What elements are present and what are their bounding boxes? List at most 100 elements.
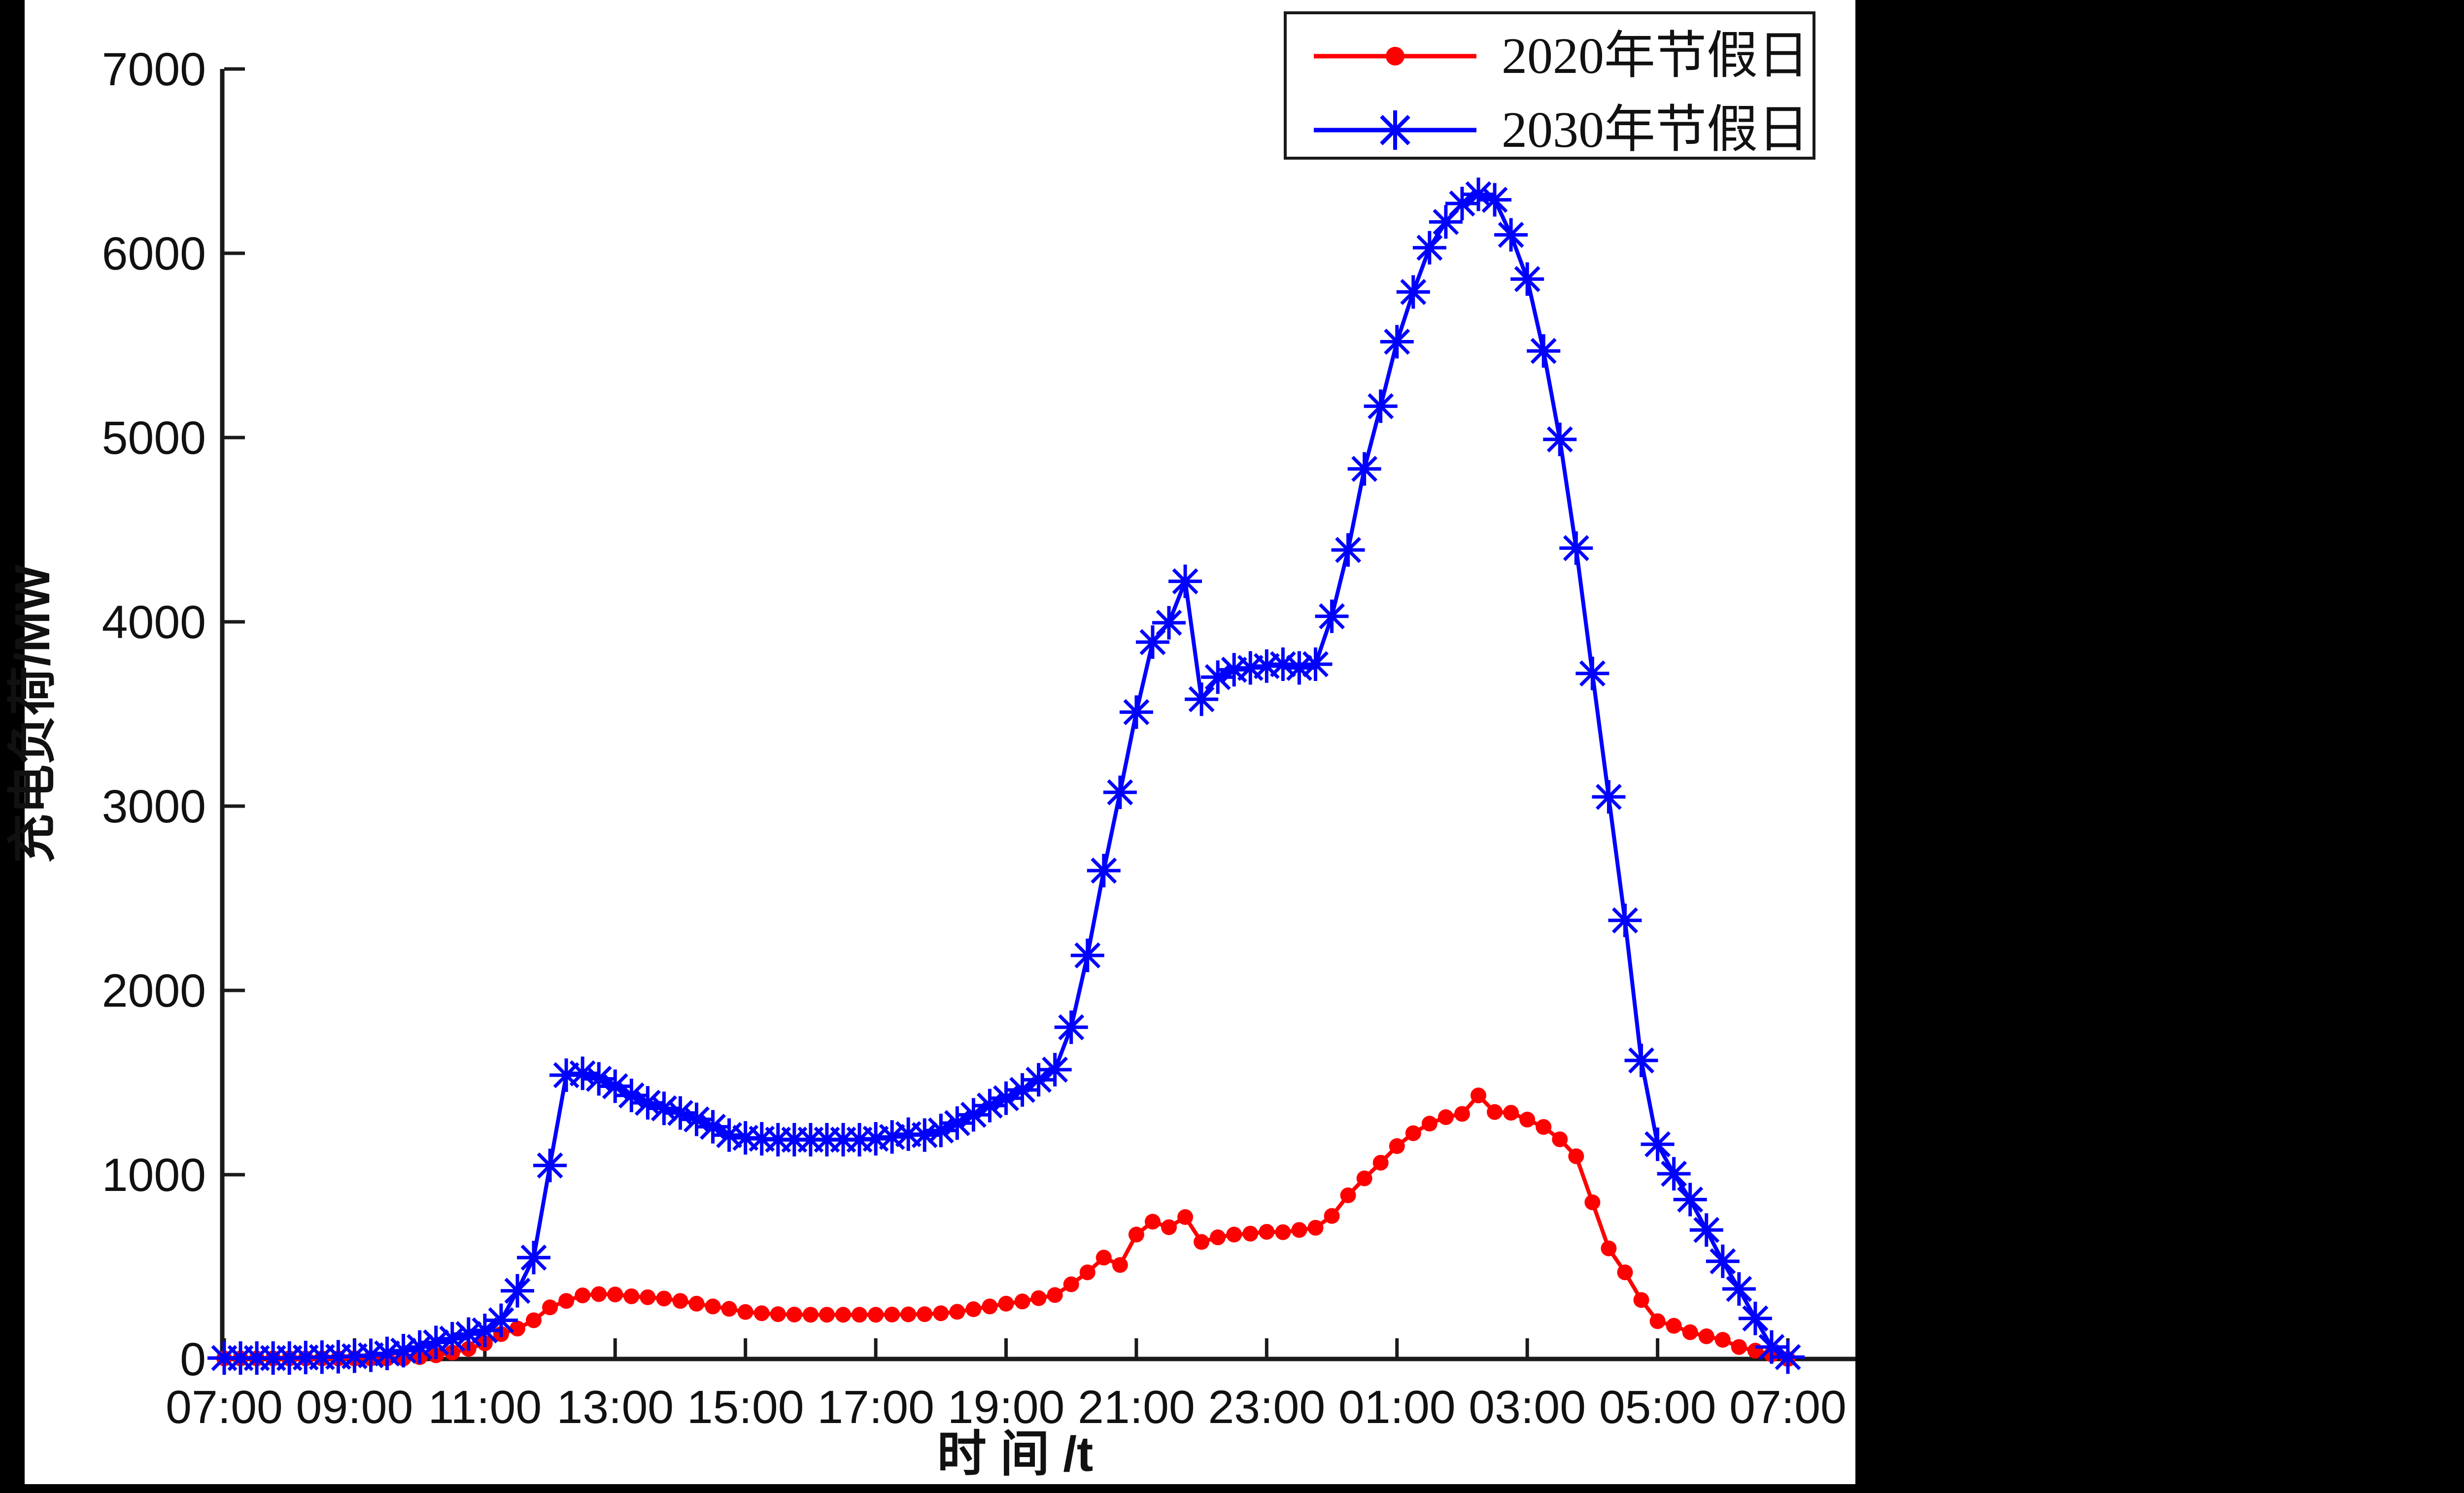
x-tick-label: 11:00 — [428, 1381, 542, 1433]
asterisk-marker-icon — [1775, 1344, 1801, 1370]
x-tick-label: 21:00 — [1078, 1381, 1195, 1433]
asterisk-marker-icon — [455, 1321, 482, 1347]
dot-marker-icon — [1666, 1318, 1682, 1334]
asterisk-marker-icon — [1481, 187, 1508, 213]
asterisk-marker-icon — [472, 1317, 498, 1344]
asterisk-marker-icon — [618, 1082, 645, 1109]
dot-marker-icon — [1487, 1104, 1503, 1120]
dot-marker-icon — [623, 1288, 640, 1304]
asterisk-marker-icon — [1172, 568, 1198, 595]
dot-marker-icon — [1454, 1106, 1470, 1122]
asterisk-marker-icon — [1058, 1014, 1085, 1041]
dot-marker-icon — [1194, 1234, 1210, 1250]
x-tick-label: 05:00 — [1599, 1381, 1716, 1433]
dot-marker-icon — [737, 1304, 753, 1320]
asterisk-marker-icon — [602, 1073, 628, 1099]
legend-marker-dot-icon — [1386, 47, 1404, 66]
x-axis-title: 时 间 /t — [937, 1426, 1094, 1482]
dot-marker-icon — [933, 1305, 949, 1322]
series-2030年节假日 — [207, 177, 1805, 1375]
dot-marker-icon — [900, 1306, 917, 1323]
asterisk-marker-icon — [1139, 629, 1166, 655]
x-tick-label: 09:00 — [296, 1381, 413, 1433]
asterisk-marker-icon — [439, 1325, 466, 1352]
asterisk-marker-icon — [1726, 1276, 1752, 1302]
x-tick-label: 03:00 — [1469, 1381, 1586, 1433]
asterisk-marker-icon — [585, 1066, 612, 1092]
dot-marker-icon — [1161, 1219, 1177, 1235]
asterisk-marker-icon — [1644, 1131, 1671, 1157]
dot-marker-icon — [868, 1307, 884, 1323]
dot-marker-icon — [509, 1321, 525, 1337]
legend-item-2030: 2030年节假日 — [1311, 93, 1813, 167]
dot-marker-icon — [640, 1289, 656, 1305]
dot-marker-icon — [1144, 1214, 1161, 1230]
legend-item-2020: 2020年节假日 — [1311, 19, 1813, 93]
dot-marker-icon — [1601, 1240, 1617, 1256]
dot-marker-icon — [542, 1299, 558, 1316]
dot-marker-icon — [558, 1293, 575, 1309]
x-tick-label: 15:00 — [687, 1381, 804, 1433]
series-lines — [207, 177, 1805, 1375]
y-tick-label: 2000 — [102, 965, 206, 1017]
legend: 2020年节假日 2030年节假日 — [1284, 11, 1815, 160]
asterisk-marker-icon — [1009, 1077, 1036, 1103]
x-tick-label: 23:00 — [1208, 1381, 1325, 1433]
dot-marker-icon — [1471, 1087, 1487, 1104]
legend-label-2020: 2020年节假日 — [1502, 28, 1810, 84]
asterisk-marker-icon — [1286, 655, 1312, 681]
legend-label-2030: 2030年节假日 — [1502, 102, 1810, 158]
dot-marker-icon — [998, 1295, 1014, 1312]
asterisk-marker-icon — [1677, 1187, 1704, 1213]
dot-marker-icon — [1437, 1109, 1454, 1125]
y-tick-label: 0 — [180, 1333, 206, 1386]
dot-marker-icon — [607, 1287, 623, 1303]
asterisk-marker-icon — [1693, 1217, 1720, 1243]
dot-marker-icon — [1307, 1220, 1324, 1236]
asterisk-marker-icon — [1123, 699, 1150, 725]
dot-marker-icon — [753, 1305, 770, 1322]
dot-marker-icon — [786, 1306, 802, 1323]
asterisk-marker-icon — [1563, 535, 1589, 561]
dot-marker-icon — [672, 1293, 688, 1309]
dot-marker-icon — [1389, 1138, 1405, 1154]
asterisk-marker-icon — [504, 1278, 531, 1304]
dot-marker-icon — [1079, 1264, 1095, 1281]
dot-marker-icon — [949, 1304, 965, 1320]
dot-marker-icon — [1275, 1224, 1291, 1240]
dot-marker-icon — [1584, 1194, 1601, 1211]
dot-marker-icon — [819, 1307, 835, 1323]
dot-marker-icon — [1063, 1276, 1079, 1292]
y-tick-label: 1000 — [102, 1149, 206, 1201]
dot-marker-icon — [1047, 1287, 1063, 1303]
dot-marker-icon — [1259, 1223, 1275, 1240]
asterisk-marker-icon — [374, 1340, 400, 1367]
asterisk-marker-icon — [1384, 329, 1410, 355]
dot-marker-icon — [705, 1298, 721, 1315]
dot-marker-icon — [1372, 1154, 1389, 1171]
asterisk-marker-icon — [667, 1100, 693, 1126]
asterisk-marker-icon — [1319, 603, 1345, 630]
dot-marker-icon — [1698, 1328, 1714, 1344]
x-tick-label: 19:00 — [948, 1381, 1065, 1433]
dot-marker-icon — [688, 1295, 705, 1312]
asterisk-marker-icon — [1091, 857, 1117, 884]
asterisk-marker-icon — [1758, 1334, 1785, 1360]
x-tick-label: 01:00 — [1338, 1381, 1456, 1433]
asterisk-marker-icon — [1742, 1305, 1769, 1332]
asterisk-marker-icon — [1156, 610, 1182, 636]
dot-marker-icon — [1356, 1170, 1372, 1187]
asterisk-marker-icon — [1498, 222, 1524, 248]
dot-marker-icon — [1552, 1131, 1568, 1148]
asterisk-marker-icon — [1368, 393, 1394, 419]
dot-marker-icon — [802, 1307, 819, 1323]
dot-marker-icon — [1682, 1324, 1698, 1340]
dot-marker-icon — [835, 1307, 851, 1323]
x-tick-label: 07:00 — [1729, 1381, 1847, 1433]
dot-marker-icon — [917, 1306, 933, 1323]
dot-marker-icon — [1519, 1112, 1536, 1128]
x-tick-label: 17:00 — [817, 1381, 934, 1433]
dot-marker-icon — [656, 1290, 672, 1307]
asterisk-marker-icon — [1612, 907, 1638, 934]
dot-marker-icon — [1536, 1119, 1552, 1135]
